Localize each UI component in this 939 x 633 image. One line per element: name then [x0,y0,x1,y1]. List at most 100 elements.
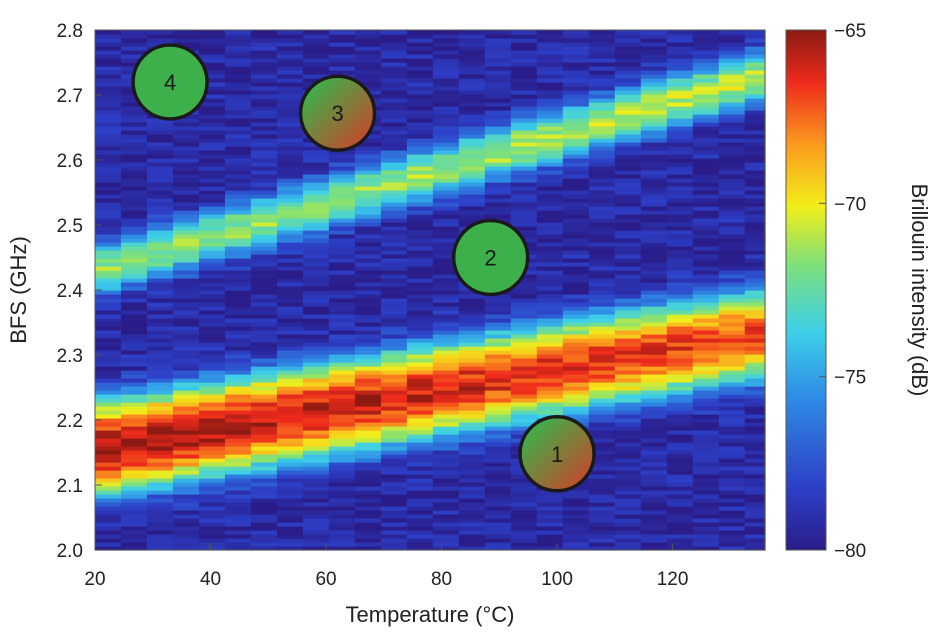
heatmap-cell [666,206,694,211]
heatmap-cell [536,318,564,323]
heatmap-cell [354,454,382,459]
heatmap-cell [614,94,642,99]
heatmap-cell [432,454,460,459]
heatmap-cell [432,142,460,147]
heatmap-cell [328,238,356,243]
heatmap-cell [250,170,278,175]
heatmap-cell [432,66,460,71]
heatmap-cell [276,334,304,339]
heatmap-cell [484,338,512,343]
heatmap-cell [510,182,538,187]
heatmap-cell [354,414,382,419]
heatmap-cell [588,262,616,267]
heatmap-cell [588,350,616,355]
heatmap-cell [588,30,616,35]
heatmap-cell [510,286,538,291]
heatmap-cell [458,362,486,367]
heatmap-cell [250,38,278,43]
heatmap-cell [692,410,720,415]
heatmap-cell [744,198,766,203]
heatmap-cell [640,514,668,519]
heatmap-cell [276,458,304,463]
heatmap-cell [562,330,590,335]
heatmap-cell [666,282,694,287]
heatmap-cell [354,206,382,211]
heatmap-cell [458,382,486,387]
heatmap-cell [692,290,720,295]
heatmap-cell [224,518,252,523]
heatmap-cell [718,282,746,287]
heatmap-cell [666,214,694,219]
heatmap-cell [95,546,122,551]
heatmap-cell [692,522,720,527]
heatmap-cell [432,382,460,387]
heatmap-cell [692,442,720,447]
heatmap-cell [276,262,304,267]
heatmap-cell [458,306,486,311]
heatmap-cell [562,30,590,35]
heatmap-cell [666,170,694,175]
heatmap-cell [744,370,766,375]
heatmap-cell [432,474,460,479]
heatmap-cell [120,334,148,339]
heatmap-cell [406,54,434,59]
heatmap-cell [380,122,408,127]
heatmap-cell [640,282,668,287]
heatmap-cell [484,214,512,219]
heatmap-cell [354,502,382,507]
heatmap-cell [718,394,746,399]
heatmap-cell [250,210,278,215]
heatmap-cell [250,414,278,419]
heatmap-cell [718,410,746,415]
heatmap-cell [484,494,512,499]
heatmap-cell [380,386,408,391]
heatmap-cell [432,158,460,163]
heatmap-cell [328,174,356,179]
heatmap-cell [406,394,434,399]
heatmap-cell [95,454,122,459]
heatmap-cell [120,242,148,247]
heatmap-cell [406,258,434,263]
heatmap-cell [380,278,408,283]
marker-circle-1 [518,415,596,493]
heatmap-cell [250,30,278,35]
heatmap-cell [146,190,174,195]
heatmap-cell [588,510,616,515]
heatmap-cell [224,446,252,451]
heatmap-cell [224,146,252,151]
heatmap-cell [614,382,642,387]
heatmap-cell [276,82,304,87]
heatmap-cell [614,490,642,495]
heatmap-cell [484,302,512,307]
heatmap-cell [536,542,564,547]
heatmap-cell [536,226,564,231]
heatmap-cell [614,174,642,179]
heatmap-cell [406,494,434,499]
heatmap-cell [198,322,226,327]
heatmap-cell [432,190,460,195]
heatmap-cell [198,506,226,511]
heatmap-cell [562,350,590,355]
heatmap-cell [146,262,174,267]
heatmap-cell [640,502,668,507]
heatmap-cell [614,406,642,411]
heatmap-cell [380,154,408,159]
heatmap-cell [718,122,746,127]
heatmap-cell [224,430,252,435]
heatmap-cell [302,62,330,67]
heatmap-cell [484,34,512,39]
heatmap-cell [692,162,720,167]
heatmap-cell [146,34,174,39]
heatmap-cell [718,474,746,479]
heatmap-cell [120,534,148,539]
heatmap-cell [172,318,200,323]
heatmap-cell [146,38,174,43]
heatmap-cell [692,506,720,511]
heatmap-cell [120,274,148,279]
heatmap-cell [744,146,766,151]
heatmap-cell [276,274,304,279]
heatmap-cell [458,478,486,483]
heatmap-cell [562,310,590,315]
heatmap-cell [250,214,278,219]
heatmap-cell [432,126,460,131]
